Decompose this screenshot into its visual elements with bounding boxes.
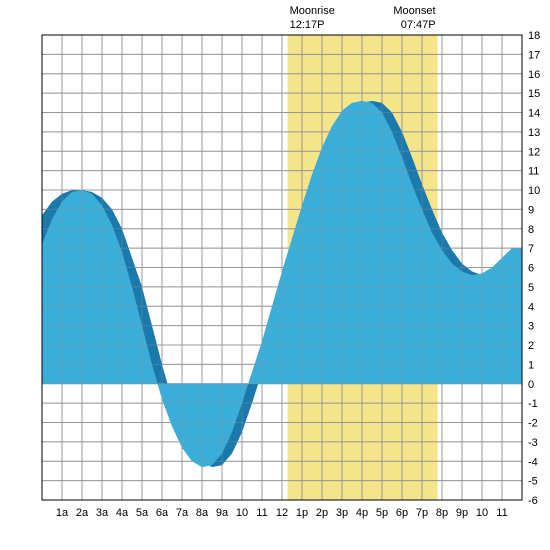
x-axis-label: 6p — [396, 507, 408, 519]
y-axis-label: -3 — [528, 437, 538, 449]
y-axis-label: -2 — [528, 418, 538, 430]
y-axis-label: 7 — [528, 243, 534, 255]
y-axis-label: 10 — [528, 185, 540, 197]
y-axis-label: 3 — [528, 321, 534, 333]
moonset-time: 07:47P — [401, 19, 436, 31]
y-axis-label: 0 — [528, 379, 534, 391]
y-axis-label: 6 — [528, 263, 534, 275]
x-axis-label: 4p — [356, 507, 368, 519]
x-axis-label: 7a — [176, 507, 189, 519]
x-axis-label: 4a — [116, 507, 129, 519]
y-axis-label: 15 — [528, 88, 540, 100]
x-axis-label: 5p — [376, 507, 388, 519]
x-axis-label: 2p — [316, 507, 328, 519]
moonrise-label: Moonrise — [290, 5, 335, 17]
x-axis-label: 11 — [256, 507, 267, 519]
y-axis-label: 9 — [528, 204, 534, 216]
x-axis-label: 9a — [216, 507, 229, 519]
y-axis-label: 4 — [528, 301, 534, 313]
x-axis-label: 3a — [96, 507, 109, 519]
x-axis-label: 11 — [496, 507, 507, 519]
y-axis-label: 18 — [528, 30, 540, 42]
x-axis-label: 6a — [156, 507, 169, 519]
x-axis-label: 10 — [476, 507, 488, 519]
y-axis-label: 11 — [528, 166, 539, 178]
y-axis-label: 17 — [528, 49, 540, 61]
y-axis-label: 12 — [528, 146, 540, 158]
x-axis-label: 9p — [456, 507, 468, 519]
x-axis-label: 5a — [136, 507, 149, 519]
chart-svg: -6-5-4-3-2-10123456789101112131415161718… — [0, 0, 550, 550]
y-axis-label: -4 — [528, 456, 538, 468]
tide-chart: -6-5-4-3-2-10123456789101112131415161718… — [0, 0, 550, 550]
y-axis-label: -1 — [528, 398, 538, 410]
moonrise-time: 12:17P — [290, 19, 325, 31]
x-axis-label: 7p — [416, 507, 428, 519]
y-axis-label: 14 — [528, 108, 540, 120]
x-axis-label: 8p — [436, 507, 448, 519]
moonset-label: Moonset — [393, 5, 435, 17]
y-axis-label: 2 — [528, 340, 534, 352]
y-axis-label: 5 — [528, 282, 534, 294]
y-axis-label: 16 — [528, 69, 540, 81]
y-axis-label: 13 — [528, 127, 540, 139]
x-axis-label: 12 — [276, 507, 288, 519]
y-axis-label: 1 — [528, 359, 534, 371]
x-axis-label: 1p — [296, 507, 308, 519]
y-axis-label: 8 — [528, 224, 534, 236]
x-axis-label: 2a — [76, 507, 89, 519]
x-axis-label: 8a — [196, 507, 209, 519]
y-axis-label: -6 — [528, 495, 538, 507]
x-axis-label: 1a — [56, 507, 69, 519]
x-axis-label: 10 — [236, 507, 248, 519]
x-axis-label: 3p — [336, 507, 348, 519]
y-axis-label: -5 — [528, 476, 538, 488]
